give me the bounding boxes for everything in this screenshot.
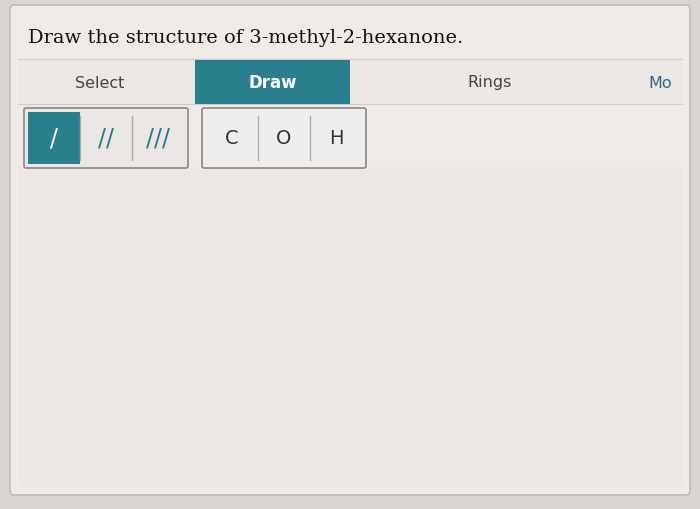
Text: ///: /// — [146, 127, 170, 151]
Text: Draw the structure of 3-methyl-2-hexanone.: Draw the structure of 3-methyl-2-hexanon… — [28, 29, 463, 47]
Text: H: H — [329, 129, 343, 148]
Text: Select: Select — [76, 75, 125, 90]
Text: Mo: Mo — [648, 75, 672, 90]
FancyBboxPatch shape — [10, 6, 690, 495]
Text: /: / — [50, 127, 58, 151]
Text: Rings: Rings — [468, 75, 512, 90]
FancyBboxPatch shape — [28, 113, 80, 165]
FancyBboxPatch shape — [24, 109, 188, 168]
Text: Draw: Draw — [248, 74, 297, 92]
FancyBboxPatch shape — [202, 109, 366, 168]
FancyBboxPatch shape — [18, 61, 682, 105]
FancyBboxPatch shape — [195, 61, 350, 105]
Text: C: C — [225, 129, 239, 148]
Text: //: // — [98, 127, 114, 151]
Text: O: O — [276, 129, 292, 148]
FancyBboxPatch shape — [18, 167, 682, 487]
